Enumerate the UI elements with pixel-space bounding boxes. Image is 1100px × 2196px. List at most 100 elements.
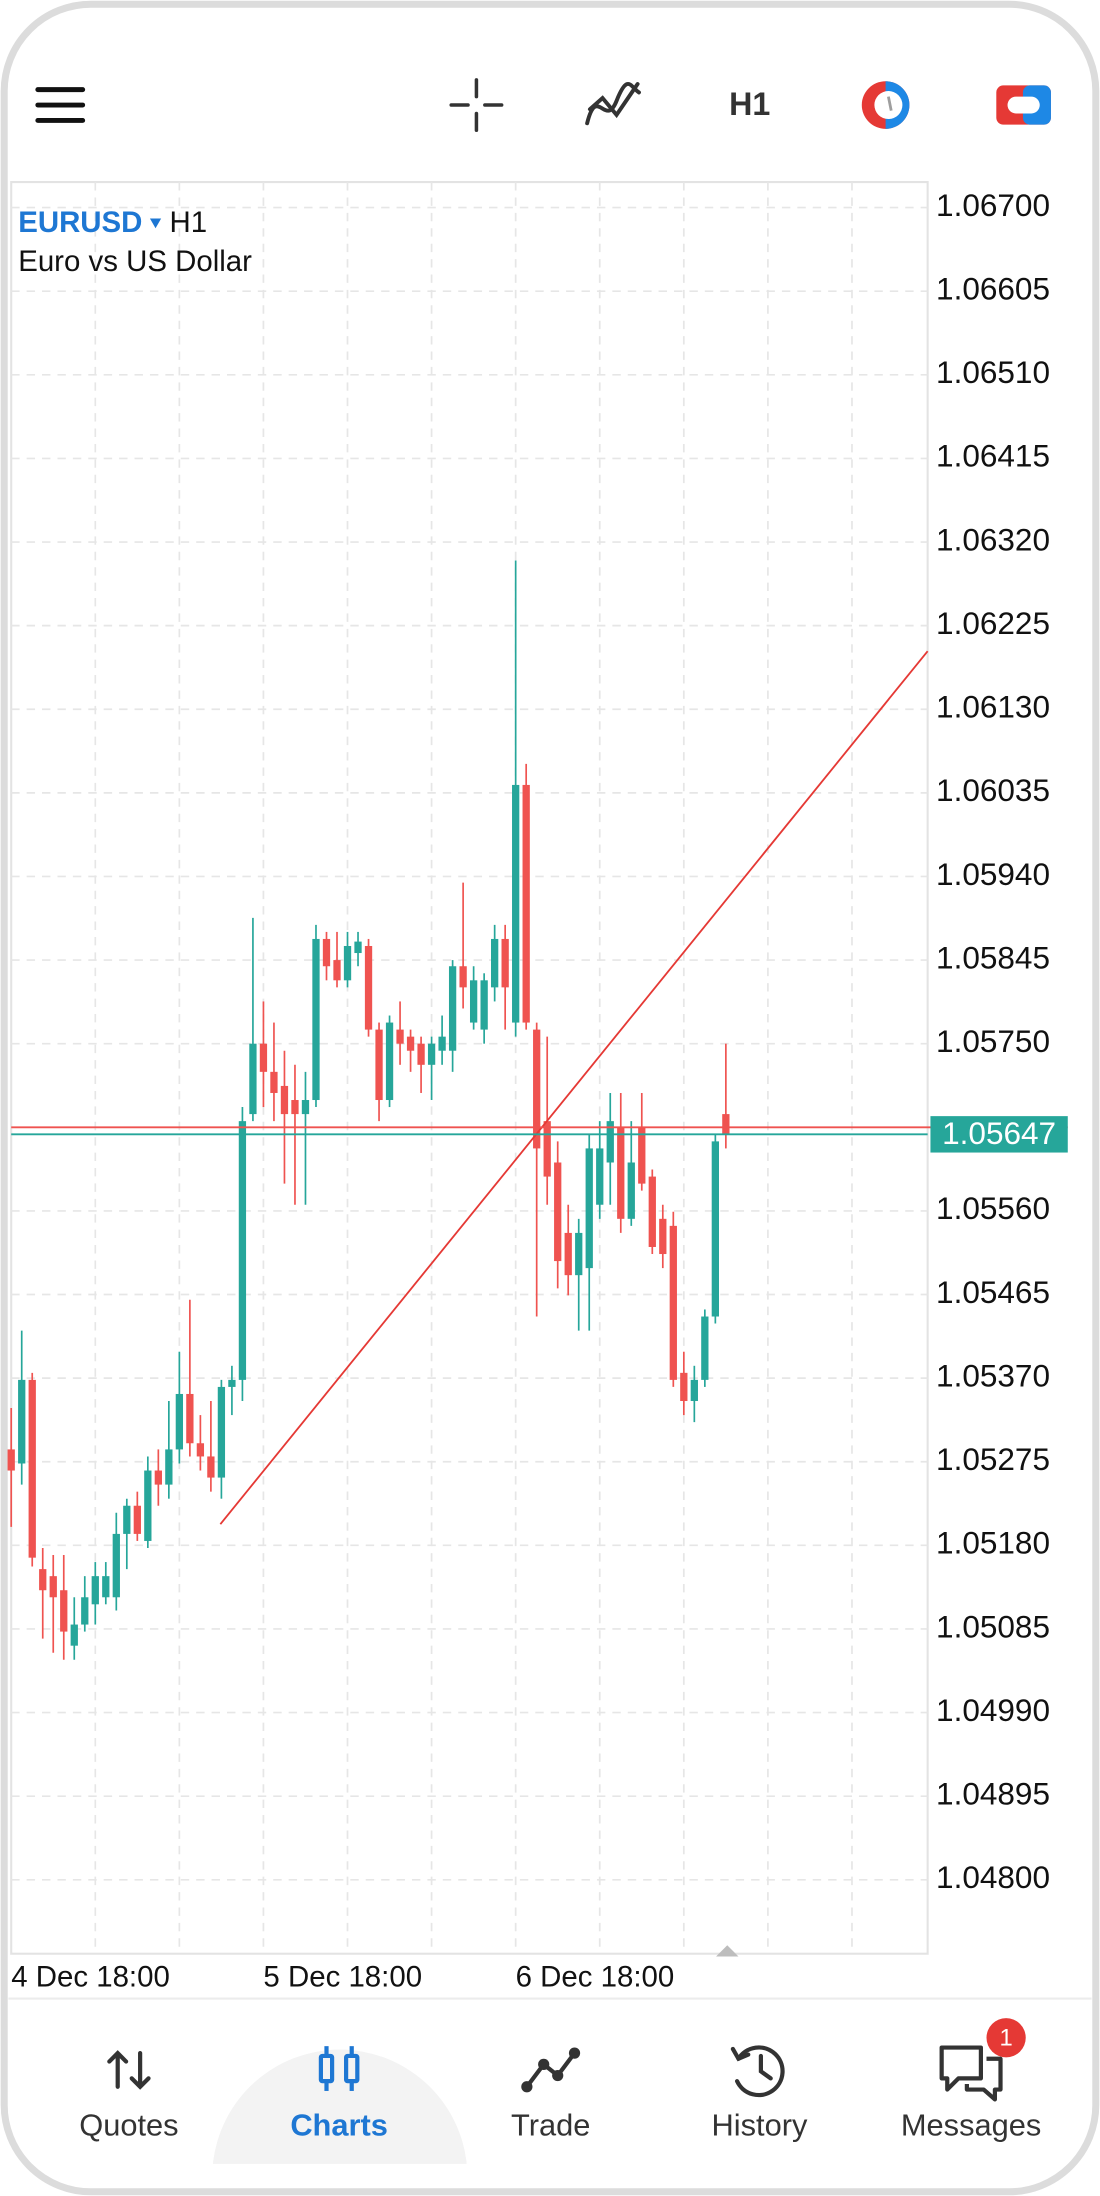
trend-line[interactable] [219, 650, 929, 1525]
candle-body [343, 945, 352, 981]
badge-count: 1 [999, 2024, 1012, 2051]
y-tick-label: 1.05370 [936, 1357, 1050, 1393]
charts-icon [318, 2046, 360, 2091]
history-icon [730, 2045, 785, 2098]
candle-body [438, 1036, 446, 1051]
chart: 1.06700 1.06605 1.06510 1.06415 1.06320 1.062… [7, 181, 1068, 1994]
y-tick-label: 1.04800 [936, 1859, 1050, 1895]
y-tick-label: 1.05940 [936, 856, 1050, 892]
candle-body [154, 1470, 162, 1485]
candle-body [70, 1624, 78, 1646]
y-tick-label: 1.06415 [936, 438, 1050, 474]
candle-body [543, 1121, 551, 1177]
candle-body [165, 1449, 173, 1485]
candle-body [385, 1022, 394, 1101]
x-tick-label: 5 Dec 18:00 [263, 1961, 422, 1994]
y-tick-label: 1.05275 [936, 1441, 1050, 1477]
candle-body [659, 1218, 667, 1255]
candle-body [701, 1316, 709, 1380]
candle-body [459, 966, 467, 988]
indicators-button[interactable] [585, 82, 641, 126]
candle-body [564, 1232, 572, 1276]
candle-body [175, 1393, 184, 1450]
header-timeframe: H1 [170, 206, 208, 239]
crosshair-button[interactable] [449, 78, 504, 132]
candle-body [585, 1148, 593, 1269]
nav-label[interactable]: Charts [290, 2108, 388, 2143]
nav-label[interactable]: Trade [511, 2108, 590, 2143]
candle-body [123, 1505, 131, 1534]
x-tick-label: 6 Dec 18:00 [516, 1961, 675, 1994]
y-tick-label: 1.06035 [936, 772, 1050, 808]
candle-body [259, 1043, 268, 1072]
bid-label-box [930, 1116, 1068, 1153]
candle-body [207, 1456, 215, 1478]
candle-body [217, 1386, 226, 1478]
nav-label[interactable]: History [712, 2108, 808, 2143]
candle-body [648, 1176, 656, 1247]
y-tick-label: 1.05085 [936, 1608, 1050, 1644]
candle-body [554, 1162, 562, 1262]
candle-body [102, 1576, 110, 1598]
axis: 1.06700 1.06605 1.06510 1.06415 1.06320 1.062… [11, 187, 1068, 1994]
scroll-handle[interactable] [716, 1945, 739, 1957]
candle-body [312, 938, 320, 1101]
candle-body [7, 1449, 15, 1471]
x-tick-label: 4 Dec 18:00 [11, 1961, 170, 1994]
candle-body [144, 1470, 152, 1541]
quotes-icon [107, 2050, 151, 2090]
symbol-description: Euro vs US Dollar [18, 245, 252, 278]
symbol[interactable]: EURUSD [18, 206, 142, 239]
candle-body [596, 1148, 604, 1205]
menu-button[interactable] [35, 87, 86, 123]
y-tick-label: 1.04990 [936, 1692, 1050, 1728]
candle-body [60, 1590, 68, 1632]
y-tick-label: 1.04895 [936, 1776, 1050, 1812]
y-tick-label: 1.05180 [936, 1525, 1050, 1561]
active-tab-highlight-base [212, 2049, 467, 2164]
candle-body [112, 1533, 120, 1598]
candle-body [722, 1114, 730, 1135]
candle-body [280, 1085, 289, 1115]
y-tick-label: 1.06320 [936, 521, 1050, 557]
y-tick-label: 1.06700 [936, 187, 1050, 223]
candle-body [680, 1372, 688, 1402]
candle-body [375, 1029, 383, 1101]
candle-body [396, 1029, 404, 1044]
timeframe-button[interactable]: H1 [729, 86, 770, 122]
bottom-nav: Quotes Charts Trade History Messages 1 [8, 1997, 1092, 2164]
nav-label[interactable]: Messages [901, 2108, 1041, 2143]
candle-body [228, 1379, 236, 1387]
candle-body [364, 945, 373, 1030]
candle-body [270, 1071, 278, 1093]
y-tick-label: 1.06605 [936, 271, 1050, 307]
one-click-trading-button[interactable] [996, 85, 1051, 125]
candle-body [627, 1162, 635, 1219]
candle-body [39, 1569, 47, 1591]
plot [7, 560, 1068, 1660]
trade-icon [521, 2047, 581, 2093]
candle-body [28, 1379, 36, 1558]
y-tick-label: 1.05560 [936, 1190, 1050, 1226]
nav-items: Quotes Charts Trade History Messages 1 [79, 2024, 1041, 2142]
candle-body [448, 966, 457, 1051]
candle-body [301, 1100, 310, 1115]
toolbar: H1 [35, 78, 1051, 132]
symbol-dropdown[interactable] [149, 218, 162, 229]
candle-body [322, 938, 331, 967]
plot-frame [10, 181, 929, 1955]
candle-body [606, 1121, 614, 1163]
nav-label[interactable]: Quotes [79, 2108, 178, 2143]
candle-body [690, 1379, 698, 1402]
candle-body [501, 938, 509, 988]
y-tick-label: 1.05465 [936, 1274, 1050, 1310]
candle-body [711, 1141, 719, 1317]
chart-header: EURUSD H1 Euro vs US Dollar [18, 206, 252, 278]
candle-body [18, 1379, 26, 1464]
candle-body [638, 1127, 646, 1184]
candle-body [469, 980, 478, 1023]
candle-body [91, 1576, 99, 1605]
trade-button[interactable] [861, 81, 910, 129]
